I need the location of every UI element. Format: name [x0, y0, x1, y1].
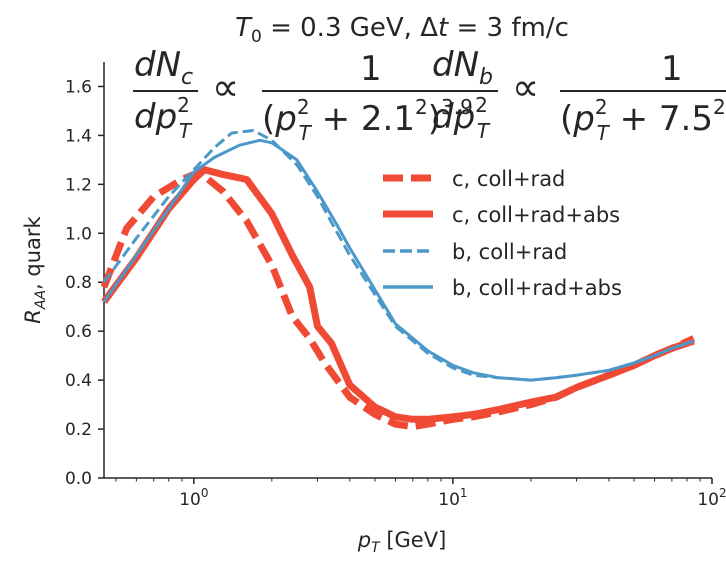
x-axis-label: pT [GeV] — [357, 528, 447, 556]
svg-text:∝: ∝ — [512, 65, 539, 109]
legend-label-c-coll-rad-abs: c, coll+rad+abs — [452, 203, 620, 227]
svg-text:∝: ∝ — [212, 65, 239, 109]
svg-text:1: 1 — [661, 49, 683, 89]
svg-text:dNb: dNb — [432, 45, 493, 90]
chart-title: T0 = 0.3 GeV, Δt = 3 fm/c — [235, 13, 569, 47]
y-axis-label: RAA, quark — [21, 215, 49, 323]
y-tick-label: 0.0 — [65, 469, 92, 489]
formula-bottom: dNb dp2 T ∝ 1 (p2 T + 7.52 — [431, 45, 726, 145]
series-line-c-coll-rad — [100, 168, 696, 431]
y-tick-label: 0.8 — [65, 273, 92, 293]
x-tick-label: 101 — [438, 486, 467, 510]
y-tick-label: 0.4 — [65, 371, 92, 391]
series-lines — [100, 129, 696, 431]
y-tick-label: 1.4 — [65, 126, 92, 146]
series-line-b-coll-rad-abs — [102, 138, 695, 382]
y-tick-label: 1.2 — [65, 175, 92, 195]
formula-charm: dNc dp2 T ∝ 1 (p2 T + 2.12)3.9 — [133, 45, 473, 145]
y-ticks: 0.0 0.2 0.4 0.6 0.8 1.0 1.2 1.4 1.6 — [65, 77, 104, 489]
legend-label-b-coll-rad: b, coll+rad — [452, 240, 567, 264]
y-tick-label: 1.0 — [65, 224, 92, 244]
legend: c, coll+rad c, coll+rad+abs b, coll+rad … — [383, 167, 622, 300]
svg-text:(p2T + 7.52: (p2 T + 7.52 — [560, 95, 726, 145]
title-sub-0: 0 — [251, 27, 262, 47]
svg-text:dNc: dNc — [134, 45, 193, 90]
x-ticks: 100 101 102 — [115, 478, 726, 510]
x-tick-label: 100 — [179, 486, 208, 510]
series-line-b-coll-rad — [102, 129, 695, 382]
legend-label-c-coll-rad: c, coll+rad — [452, 167, 565, 191]
legend-label-b-coll-rad-abs: b, coll+rad+abs — [452, 276, 622, 300]
svg-text:1: 1 — [360, 49, 382, 89]
y-tick-label: 1.6 — [65, 77, 92, 97]
x-tick-label: 102 — [697, 486, 726, 510]
series-line-c-coll-rad-abs — [101, 166, 695, 423]
y-tick-label: 0.6 — [65, 322, 92, 342]
y-tick-label: 0.2 — [65, 420, 92, 440]
svg-text:(p2T + 2.12)3.9: (p2 T + 2.12)3.9 — [262, 95, 473, 145]
